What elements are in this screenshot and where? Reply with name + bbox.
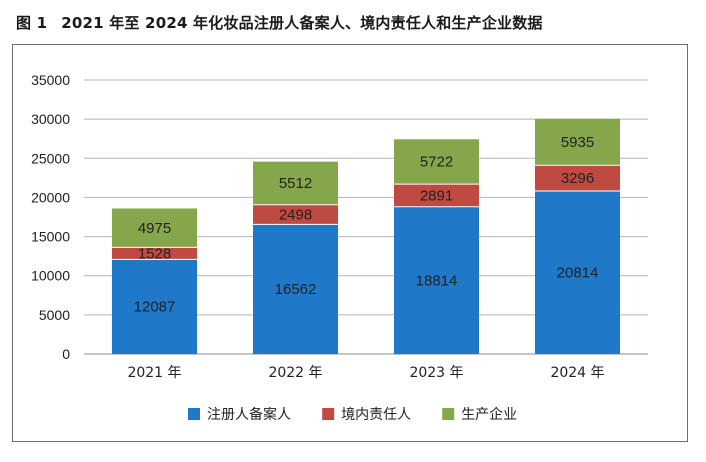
bar-segment <box>535 191 620 354</box>
data-labels: 12087 1528 4975 16562 2498 5512 18814 2891 5722 2… <box>134 134 599 316</box>
data-label: 1528 <box>138 245 171 262</box>
legend: 注册人备案人 境内责任人 生产企业 <box>188 406 517 423</box>
y-tick-label: 35000 <box>31 72 70 88</box>
y-tick-label: 15000 <box>31 229 70 245</box>
data-label: 12087 <box>134 299 176 316</box>
y-tick-label: 30000 <box>31 111 70 127</box>
data-label: 18814 <box>416 272 458 289</box>
figure-title: 图 1 2021 年至 2024 年化妆品注册人备案人、境内责任人和生产企业数据 <box>16 12 543 33</box>
data-label: 2891 <box>420 187 453 204</box>
legend-label: 生产企业 <box>461 406 517 423</box>
y-tick-label: 5000 <box>39 307 70 323</box>
x-tick-label: 2022 年 <box>268 365 322 381</box>
data-label: 4975 <box>138 220 171 237</box>
data-label: 20814 <box>557 265 599 282</box>
bar-segment <box>394 139 479 185</box>
y-tick-label: 10000 <box>31 268 70 284</box>
legend-label: 注册人备案人 <box>207 406 291 423</box>
y-tick-label: 20000 <box>31 189 70 205</box>
x-tick-label: 2024 年 <box>550 365 604 381</box>
bar-segment <box>112 208 197 248</box>
data-label: 16562 <box>275 281 317 298</box>
data-label: 2498 <box>279 207 312 224</box>
y-tick-label: 0 <box>62 346 70 362</box>
figure-title-text: 2021 年至 2024 年化妆品注册人备案人、境内责任人和生产企业数据 <box>61 14 543 32</box>
y-axis: 0 5000 10000 15000 20000 25000 30000 35000 <box>31 72 70 362</box>
bar-segment <box>253 204 338 225</box>
bar-segment <box>394 184 479 207</box>
figure-number: 图 1 <box>16 14 48 32</box>
bar-segment <box>394 206 479 354</box>
data-label: 3296 <box>561 170 594 187</box>
data-label: 5935 <box>561 134 594 151</box>
bars <box>112 118 620 354</box>
legend-swatch <box>188 408 200 420</box>
legend-label: 境内责任人 <box>341 407 411 423</box>
bar-segment <box>253 224 338 354</box>
data-label: 5722 <box>420 154 453 171</box>
data-label: 5512 <box>279 175 312 192</box>
chart-frame <box>12 44 688 442</box>
bar-segment <box>112 259 197 354</box>
bar-segment <box>535 118 620 166</box>
x-axis: 2021 年 2022 年 2023 年 2024 年 <box>127 365 604 381</box>
y-tick-label: 25000 <box>31 150 70 166</box>
legend-swatch <box>322 408 335 420</box>
x-tick-label: 2021 年 <box>127 365 181 381</box>
bar-segment <box>112 247 197 260</box>
bar-segment <box>253 161 338 205</box>
legend-swatch <box>442 408 455 420</box>
x-tick-label: 2023 年 <box>409 365 463 381</box>
bar-segment <box>535 165 620 192</box>
